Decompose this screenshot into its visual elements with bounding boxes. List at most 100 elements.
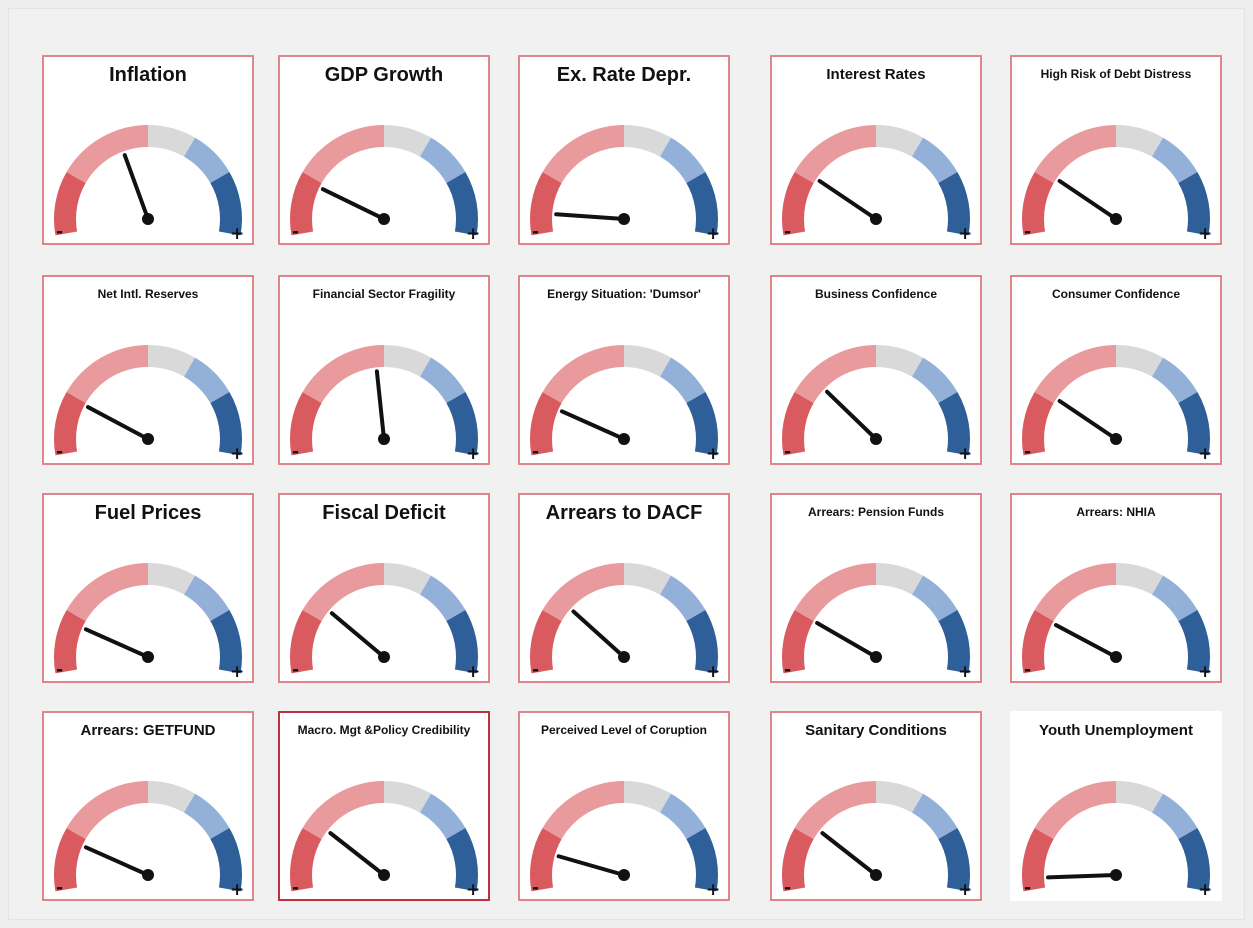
gauge-needle xyxy=(556,854,626,877)
min-label: - xyxy=(292,878,299,898)
gauge-dial: - + xyxy=(530,125,720,243)
gauge-title: Youth Unemployment xyxy=(1039,722,1193,739)
gauge-tile: Macro. Mgt &Policy Credibility - + xyxy=(278,711,490,901)
gauge-needle xyxy=(1057,398,1118,441)
min-label: - xyxy=(532,442,539,462)
gauge-dial: - + xyxy=(54,563,244,681)
gauge-segment-5 xyxy=(686,828,718,892)
gauge-segment-3 xyxy=(624,563,671,595)
gauge-segment-2 xyxy=(66,781,148,839)
gauge-tile: Financial Sector Fragility - + xyxy=(278,275,490,465)
gauge-title: Fuel Prices xyxy=(94,502,202,524)
gauge-title: Arrears: NHIA xyxy=(1076,505,1156,519)
gauge-tile: Net Intl. Reserves - + xyxy=(42,275,254,465)
gauge-needle xyxy=(122,153,150,221)
gauge-segment-3 xyxy=(876,125,923,157)
gauge-segment-5 xyxy=(1178,610,1210,674)
gauge-segment-5 xyxy=(1178,172,1210,236)
gauge-needle xyxy=(820,831,878,877)
gauge-segment-2 xyxy=(542,563,624,621)
gauge-segment-3 xyxy=(148,781,195,813)
gauge-segment-3 xyxy=(1116,345,1163,377)
gauge-segment-5 xyxy=(1178,392,1210,456)
max-label: + xyxy=(466,662,480,681)
min-label: - xyxy=(1024,878,1031,898)
gauge-title: GDP Growth xyxy=(324,64,444,86)
needle-hub xyxy=(1110,213,1122,225)
needle-hub xyxy=(1110,651,1122,663)
min-label: - xyxy=(532,660,539,680)
gauge-segment-2 xyxy=(302,345,384,403)
gauge-segment-1 xyxy=(1022,172,1054,236)
gauge-segment-4 xyxy=(184,357,230,403)
gauge-segment-3 xyxy=(876,345,923,377)
gauge-segment-1 xyxy=(530,610,562,674)
gauge-segment-5 xyxy=(210,392,242,456)
gauge-needle xyxy=(817,178,878,221)
gauge-needle xyxy=(85,405,150,441)
gauge-segment-2 xyxy=(1034,345,1116,403)
needle-hub xyxy=(618,869,630,881)
gauge-dashboard: Inflation - + GDP Growth - + Ex. Rate Depr. - + I… xyxy=(8,8,1245,920)
gauge-segment-5 xyxy=(686,610,718,674)
gauge-title: Arrears to DACF xyxy=(545,502,703,524)
gauge-segment-4 xyxy=(912,575,958,621)
gauge-segment-3 xyxy=(384,125,431,157)
gauge-needle xyxy=(815,621,878,659)
needle-hub xyxy=(870,651,882,663)
gauge-segment-1 xyxy=(530,392,562,456)
gauge-segment-2 xyxy=(794,125,876,183)
gauge-segment-4 xyxy=(912,357,958,403)
gauge-segment-2 xyxy=(542,345,624,403)
gauge-segment-3 xyxy=(384,781,431,813)
gauge-segment-1 xyxy=(782,610,814,674)
gauge-dial: - + xyxy=(782,563,972,681)
gauge-segment-2 xyxy=(66,125,148,183)
gauge-title: Financial Sector Fragility xyxy=(312,287,456,301)
gauge-title: Arrears: GETFUND xyxy=(80,722,216,739)
gauge-title: Interest Rates xyxy=(826,66,926,83)
min-label: - xyxy=(532,878,539,898)
gauge-tile: Arrears: NHIA - + xyxy=(1010,493,1222,683)
gauge-title: Business Confidence xyxy=(814,287,938,301)
gauge-title: Sanitary Conditions xyxy=(805,722,947,739)
gauge-title: Consumer Confidence xyxy=(1051,287,1180,301)
gauge-segment-3 xyxy=(1116,781,1163,813)
max-label: + xyxy=(466,880,480,899)
gauge-segment-2 xyxy=(302,125,384,183)
gauge-title: High Risk of Debt Distress xyxy=(1040,67,1192,81)
gauge-tile: Fiscal Deficit - + xyxy=(278,493,490,683)
max-label: + xyxy=(706,880,720,899)
gauge-segment-5 xyxy=(938,392,970,456)
gauge-needle xyxy=(320,187,386,221)
max-label: + xyxy=(706,224,720,243)
gauge-dial: - + xyxy=(290,345,480,463)
max-label: + xyxy=(706,444,720,463)
gauge-segment-4 xyxy=(184,575,230,621)
gauge-tile: Sanitary Conditions - + xyxy=(770,711,982,901)
gauge-segment-5 xyxy=(446,392,478,456)
gauge-segment-1 xyxy=(290,392,322,456)
gauge-segment-4 xyxy=(660,137,706,183)
gauge-dial: - + xyxy=(290,781,480,899)
gauge-segment-4 xyxy=(420,793,466,839)
gauge-tile: Arrears to DACF - + xyxy=(518,493,730,683)
gauge-segment-3 xyxy=(624,345,671,377)
gauge-segment-1 xyxy=(290,828,322,892)
gauge-segment-2 xyxy=(794,781,876,839)
gauge-tile: Arrears: Pension Funds - + xyxy=(770,493,982,683)
gauge-segment-2 xyxy=(1034,125,1116,183)
gauge-segment-2 xyxy=(302,563,384,621)
gauge-segment-5 xyxy=(938,828,970,892)
gauge-dial: - + xyxy=(1022,563,1212,681)
min-label: - xyxy=(532,222,539,242)
gauge-segment-3 xyxy=(148,125,195,157)
needle-hub xyxy=(378,869,390,881)
needle-hub xyxy=(618,433,630,445)
min-label: - xyxy=(1024,222,1031,242)
gauge-tile: Arrears: GETFUND - + xyxy=(42,711,254,901)
min-label: - xyxy=(784,660,791,680)
gauge-segment-3 xyxy=(148,345,195,377)
gauge-tile: Inflation - + xyxy=(42,55,254,245)
gauge-title: Perceived Level of Coruption xyxy=(540,723,708,737)
